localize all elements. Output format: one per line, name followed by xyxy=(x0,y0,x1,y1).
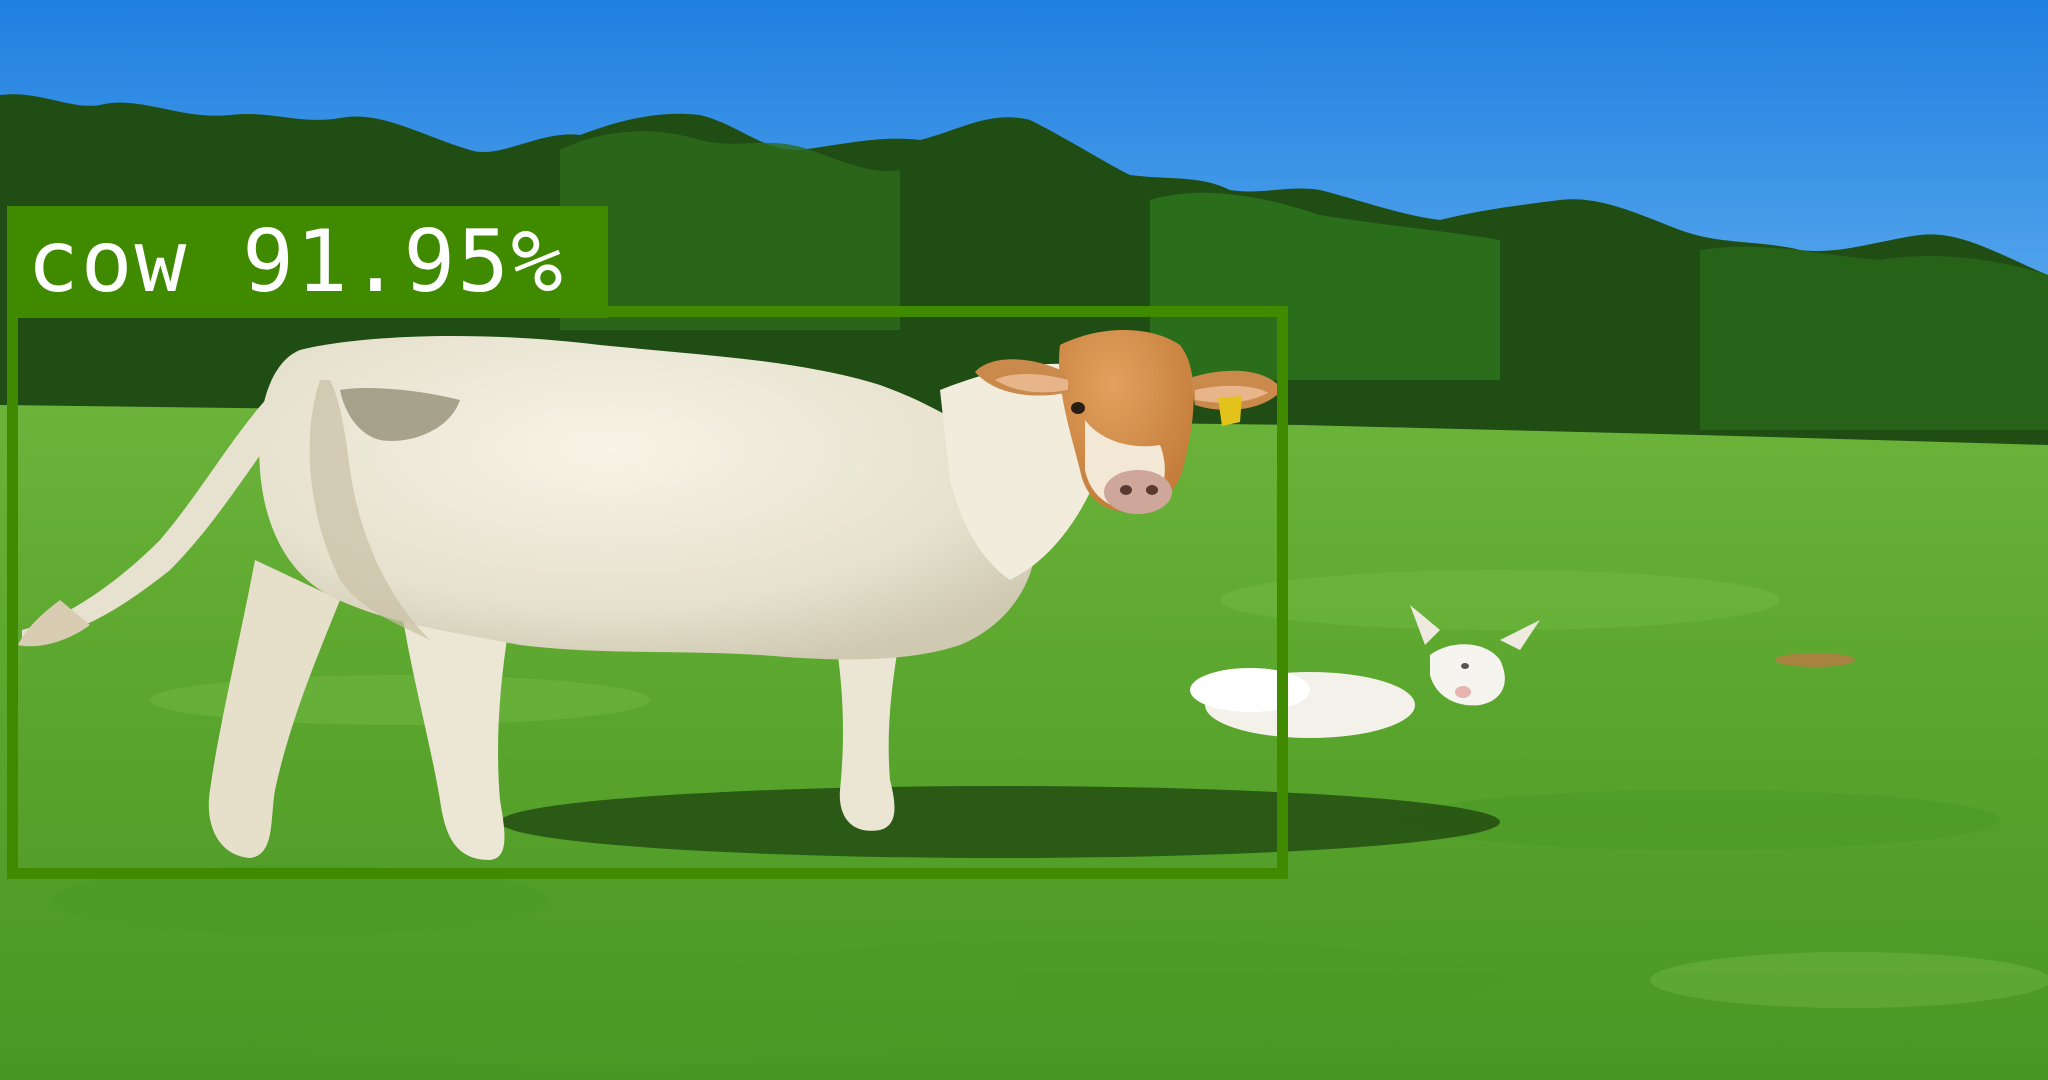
cow xyxy=(18,330,1282,860)
detection-bounding-box xyxy=(7,306,1288,879)
calf xyxy=(1190,605,1540,738)
detection-label-text: cow 91.95% xyxy=(27,212,565,312)
cow-shadow xyxy=(500,786,1500,858)
detection-label-badge: cow 91.95% xyxy=(7,206,608,318)
